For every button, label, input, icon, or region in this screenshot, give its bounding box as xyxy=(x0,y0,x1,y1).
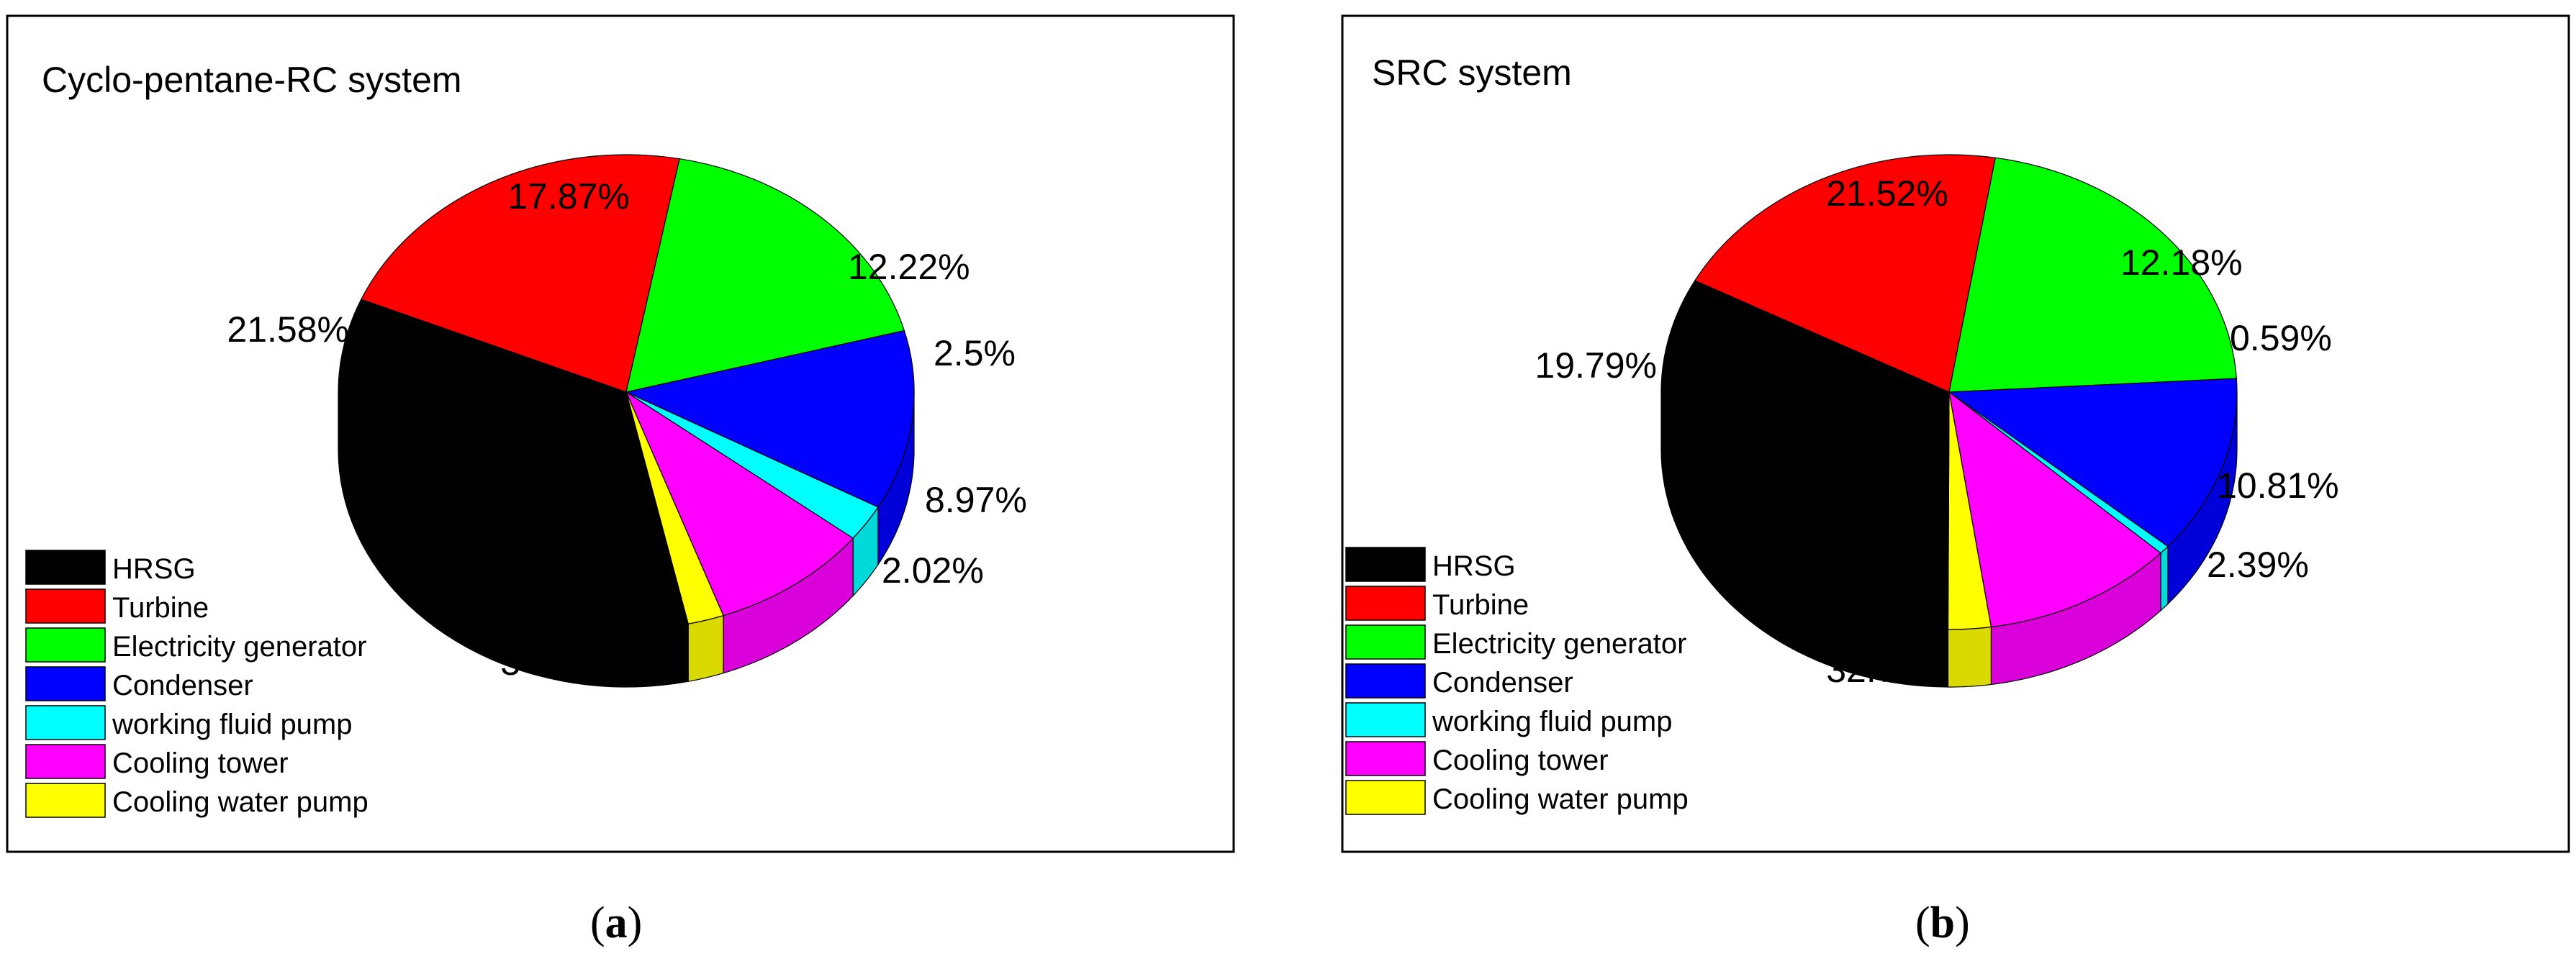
pie-slice-hrsg xyxy=(338,299,689,630)
legend-swatch-condenser xyxy=(1345,663,1426,699)
legend-label-turbine: Turbine xyxy=(1432,589,1529,621)
pie-slice-cooling-tower xyxy=(625,391,854,617)
panel-a-title: Cyclo-pentane-RC system xyxy=(42,60,462,100)
pie-slice-turbine xyxy=(1694,154,1997,393)
panel-b: SRC system 32.72% 19.79% 21.52% 12.18% 0.59%… xyxy=(1341,14,2570,853)
data-label-hrsg: 34.85% xyxy=(500,642,623,683)
legend-swatch-hrsg xyxy=(1345,547,1426,582)
panel-b-caption: (b) xyxy=(1915,899,1970,947)
panel-b-labels: 32.72% 19.79% 21.52% 12.18% 0.59% 10.81% 2.39% xyxy=(1535,173,2338,690)
pie-side-cooling-water-pump xyxy=(1947,626,1992,688)
pie-slice-condenser xyxy=(625,329,915,508)
legend-label-condenser: Condenser xyxy=(1432,667,1573,699)
pie-side-cooling-water-pump xyxy=(687,614,724,682)
data-label-cooling-tower: 10.81% xyxy=(2217,465,2339,506)
panel-b-legend: HRSG Turbine Electricity generator Condense… xyxy=(1345,547,1689,815)
legend-swatch-hrsg xyxy=(25,550,106,585)
legend-label-electricity-generator: Electricity generator xyxy=(112,631,366,663)
data-label-turbine: 19.79% xyxy=(1535,345,1657,386)
panel-a-legend: HRSG Turbine Electricity generator Condense… xyxy=(25,550,369,818)
legend-swatch-turbine xyxy=(25,588,106,624)
data-label-condenser: 12.22% xyxy=(848,247,970,287)
legend-swatch-cooling-water-pump xyxy=(1345,780,1426,815)
data-label-electricity-generator: 21.52% xyxy=(1826,173,1948,214)
data-label-cooling-tower: 8.97% xyxy=(925,480,1027,520)
legend-swatch-cooling-tower xyxy=(25,744,106,779)
legend-swatch-working-fluid-pump xyxy=(25,705,106,740)
legend-swatch-electricity-generator xyxy=(25,627,106,663)
legend-label-cooling-tower: Cooling tower xyxy=(112,747,289,779)
panel-a-pie xyxy=(338,154,915,688)
pie-slice-electricity-generator xyxy=(1948,157,2237,393)
legend-swatch-working-fluid-pump xyxy=(1345,702,1426,737)
legend-swatch-electricity-generator xyxy=(1345,624,1426,660)
legend-label-turbine: Turbine xyxy=(112,592,209,624)
panel-a-caption: (a) xyxy=(590,899,643,947)
data-label-electricity-generator: 17.87% xyxy=(507,176,630,217)
panel-a-labels: 34.85% 21.58% 17.87% 12.22% 2.5% 8.97% 2.02% xyxy=(227,176,1026,683)
legend-label-hrsg: HRSG xyxy=(1432,550,1516,582)
legend-label-cooling-tower: Cooling tower xyxy=(1432,745,1609,776)
data-label-condenser: 12.18% xyxy=(2120,242,2243,283)
panel-a: Cyclo-pentane-RC system 34.85% 21.58% 17.8… xyxy=(6,14,1235,853)
pie-slice-hrsg xyxy=(1660,280,1950,630)
data-label-turbine: 21.58% xyxy=(227,309,349,350)
data-label-cooling-water-pump: 2.39% xyxy=(2207,545,2309,585)
legend-label-working-fluid-pump: working fluid pump xyxy=(1432,706,1673,737)
data-label-working-fluid-pump: 0.59% xyxy=(2230,318,2332,358)
legend-swatch-turbine xyxy=(1345,586,1426,621)
pie-slice-turbine xyxy=(360,154,680,393)
legend-swatch-condenser xyxy=(25,666,106,701)
legend-label-cooling-water-pump: Cooling water pump xyxy=(1432,783,1689,815)
pie-slice-condenser xyxy=(1948,378,2238,547)
pie-slice-cooling-tower xyxy=(1948,391,2161,628)
legend-swatch-cooling-tower xyxy=(1345,741,1426,776)
legend-label-electricity-generator: Electricity generator xyxy=(1432,628,1686,660)
legend-label-hrsg: HRSG xyxy=(112,553,196,585)
pie-slice-electricity-generator xyxy=(625,158,905,393)
legend-label-condenser: Condenser xyxy=(112,670,253,701)
panel-b-title: SRC system xyxy=(1372,53,1572,93)
data-label-cooling-water-pump: 2.02% xyxy=(882,550,984,591)
data-label-working-fluid-pump: 2.5% xyxy=(934,333,1016,373)
legend-label-cooling-water-pump: Cooling water pump xyxy=(112,786,369,818)
data-label-hrsg: 32.72% xyxy=(1826,650,1948,690)
panel-b-pie xyxy=(1660,154,2238,688)
legend-label-working-fluid-pump: working fluid pump xyxy=(112,709,353,740)
pie-side-working-fluid-pump xyxy=(2160,545,2169,611)
legend-swatch-cooling-water-pump xyxy=(25,783,106,818)
